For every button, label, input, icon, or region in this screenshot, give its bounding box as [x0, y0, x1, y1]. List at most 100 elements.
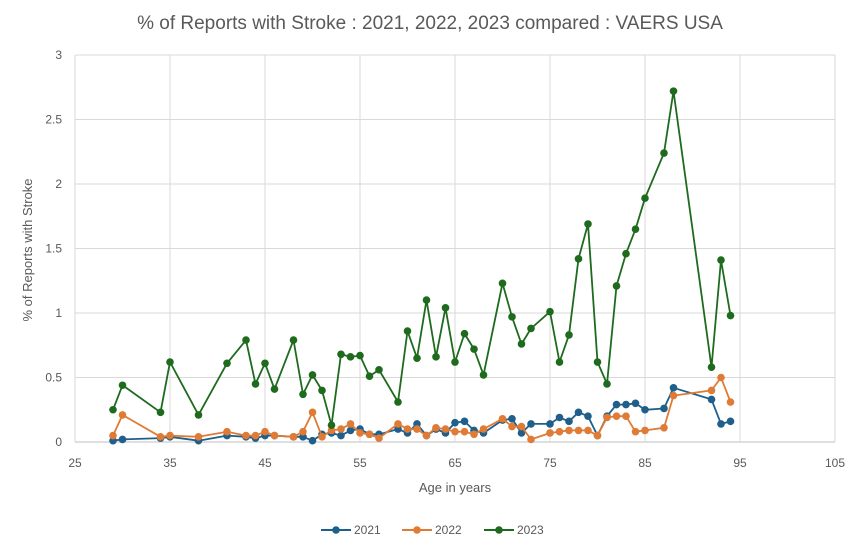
data-point-2022 [270, 431, 279, 440]
data-point-2022 [413, 425, 421, 433]
x-tick-label: 45 [258, 456, 272, 470]
data-point-2023 [422, 296, 431, 304]
y-tick-label: 1.5 [45, 242, 62, 256]
x-tick-label: 55 [353, 456, 367, 470]
data-point-2023 [441, 304, 450, 312]
data-point-2023 [508, 313, 516, 321]
data-point-2023 [593, 358, 602, 366]
data-point-2021 [118, 435, 127, 444]
data-point-2021 [574, 408, 583, 417]
y-tick-label: 2 [55, 177, 62, 191]
data-point-2023 [546, 307, 554, 316]
data-point-2021 [337, 431, 345, 440]
data-point-2023 [261, 359, 269, 368]
data-point-2021 [726, 417, 735, 426]
data-point-2023 [109, 405, 117, 414]
data-point-2023 [717, 256, 725, 264]
data-point-2023 [308, 371, 317, 379]
data-point-2023 [622, 249, 630, 258]
data-point-2022 [156, 433, 165, 441]
data-point-2023 [413, 354, 421, 362]
data-point-2022 [612, 412, 621, 421]
data-point-2021 [565, 417, 573, 426]
data-point-2023 [451, 358, 459, 366]
legend-label-2022: 2022 [435, 523, 462, 537]
data-point-2022 [194, 433, 203, 441]
data-point-2021 [660, 404, 668, 413]
legend-label-2021: 2021 [354, 523, 381, 537]
data-point-2022 [318, 433, 326, 441]
data-point-2022 [669, 391, 678, 400]
data-point-2023 [641, 194, 649, 202]
data-point-2022 [242, 431, 250, 440]
data-point-2023 [156, 408, 165, 417]
data-point-2023 [327, 421, 336, 430]
data-point-2022 [223, 427, 231, 436]
data-point-2023 [318, 386, 326, 395]
data-point-2023 [194, 411, 203, 419]
data-point-2022 [109, 431, 117, 440]
legend-item-2022: 2022 [402, 523, 462, 537]
series-2023 [109, 87, 735, 430]
data-point-2022 [394, 420, 402, 428]
data-point-2022 [726, 398, 735, 406]
data-point-2023 [707, 363, 716, 371]
data-point-2022 [422, 431, 431, 440]
data-point-2023 [394, 398, 402, 406]
data-point-2022 [261, 427, 269, 436]
data-point-2022 [460, 427, 469, 436]
data-point-2022 [641, 426, 649, 435]
data-point-2023 [223, 359, 231, 368]
data-point-2023 [517, 340, 526, 348]
data-point-2022 [517, 422, 526, 431]
y-tick-label: 3 [55, 48, 62, 62]
data-point-2023 [555, 358, 564, 366]
y-tick-label: 1 [55, 306, 62, 320]
legend-item-2021: 2021 [321, 523, 381, 537]
data-point-2021 [669, 384, 678, 392]
data-point-2022 [308, 408, 317, 417]
data-point-2022 [356, 429, 364, 437]
data-point-2023 [365, 372, 374, 381]
data-point-2023 [251, 380, 260, 388]
data-point-2022 [251, 431, 260, 440]
legend-item-2023: 2023 [484, 523, 544, 537]
data-point-2022 [346, 420, 355, 428]
chart-title: % of Reports with Stroke : 2021, 2022, 2… [137, 13, 723, 34]
data-point-2023 [356, 351, 364, 360]
data-point-2022 [375, 434, 383, 442]
data-point-2022 [717, 373, 725, 382]
data-point-2023 [527, 324, 535, 333]
data-point-2023 [242, 336, 250, 344]
data-point-2022 [299, 427, 307, 436]
data-point-2022 [574, 426, 583, 435]
data-point-2022 [441, 425, 450, 433]
data-point-2021 [555, 413, 564, 422]
y-tick-label: 2.5 [45, 113, 62, 127]
data-point-2022 [593, 431, 602, 440]
data-point-2023 [498, 279, 507, 288]
data-point-2022 [451, 427, 459, 436]
data-point-2023 [574, 255, 583, 263]
data-point-2022 [337, 425, 345, 433]
data-point-2021 [517, 429, 526, 437]
data-point-2022 [118, 411, 127, 419]
series-layer [109, 87, 735, 445]
data-point-2021 [717, 420, 725, 428]
data-point-2021 [641, 405, 649, 414]
x-tick-label: 95 [733, 456, 747, 470]
data-point-2022 [166, 431, 174, 440]
data-point-2022 [565, 426, 573, 435]
data-point-2023 [479, 371, 488, 379]
data-point-2022 [403, 425, 412, 433]
data-point-2022 [660, 424, 668, 432]
data-point-2022 [527, 435, 535, 444]
data-point-2021 [508, 414, 516, 423]
data-point-2023 [460, 329, 469, 338]
y-tick-label: 0.5 [45, 371, 62, 385]
data-point-2023 [375, 365, 383, 374]
data-point-2021 [622, 400, 630, 409]
data-point-2023 [118, 381, 127, 390]
y-tick-label: 0 [55, 435, 62, 449]
